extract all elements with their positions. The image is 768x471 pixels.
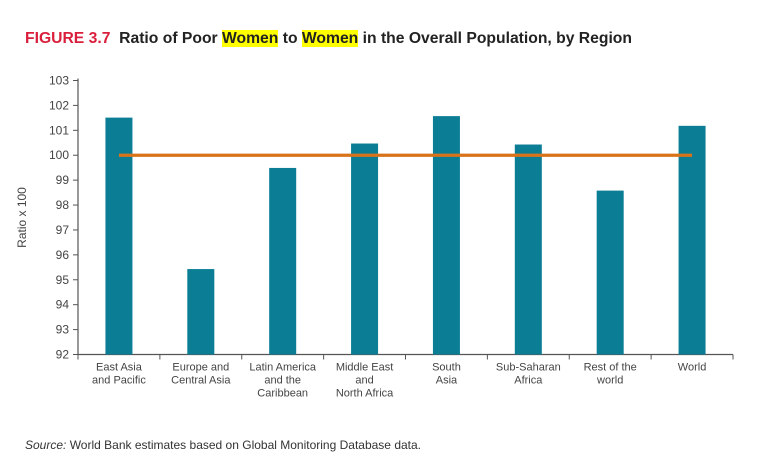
svg-text:99: 99 xyxy=(56,173,70,187)
svg-text:Latin America: Latin America xyxy=(249,362,317,374)
svg-text:East Asia: East Asia xyxy=(96,362,143,374)
svg-text:Sub-Saharan: Sub-Saharan xyxy=(496,362,561,374)
svg-text:92: 92 xyxy=(56,348,70,362)
svg-text:Caribbean: Caribbean xyxy=(257,388,308,400)
svg-text:World: World xyxy=(678,362,707,374)
svg-text:and the: and the xyxy=(264,375,301,387)
svg-text:and: and xyxy=(355,375,373,387)
svg-text:95: 95 xyxy=(56,273,70,287)
svg-text:94: 94 xyxy=(56,298,70,312)
svg-text:96: 96 xyxy=(56,248,70,262)
svg-text:Europe and: Europe and xyxy=(172,362,229,374)
svg-text:and Pacific: and Pacific xyxy=(92,375,146,387)
svg-text:Africa: Africa xyxy=(514,375,543,387)
svg-text:101: 101 xyxy=(49,123,69,137)
svg-text:103: 103 xyxy=(49,74,69,88)
svg-text:97: 97 xyxy=(56,223,70,237)
svg-text:North Africa: North Africa xyxy=(336,388,394,400)
svg-text:93: 93 xyxy=(56,323,70,337)
svg-text:world: world xyxy=(596,375,623,387)
svg-text:98: 98 xyxy=(56,198,70,212)
svg-text:Middle East: Middle East xyxy=(336,362,393,374)
svg-text:102: 102 xyxy=(49,98,69,112)
svg-text:Asia: Asia xyxy=(436,375,458,387)
svg-text:Rest of the: Rest of the xyxy=(584,362,637,374)
svg-text:100: 100 xyxy=(49,148,69,162)
svg-text:Central Asia: Central Asia xyxy=(171,375,231,387)
svg-text:South: South xyxy=(432,362,461,374)
svg-text:Ratio x 100: Ratio x 100 xyxy=(15,187,29,248)
